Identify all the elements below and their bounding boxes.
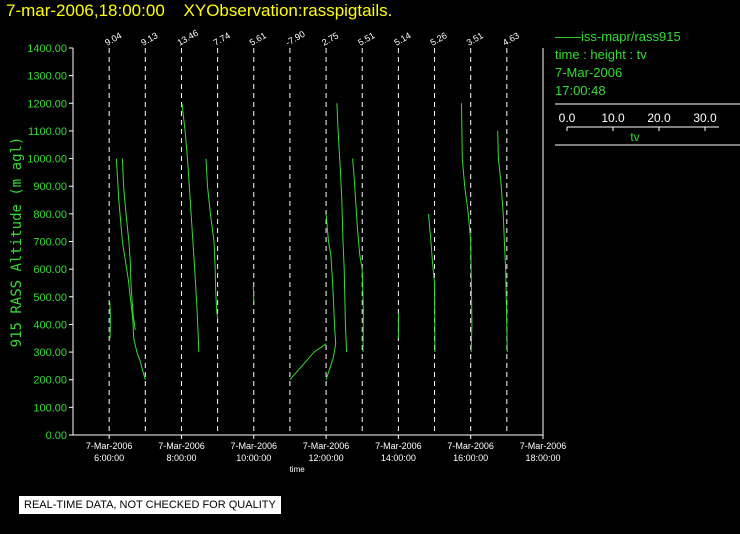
profile-trace xyxy=(181,103,200,353)
legend-line-swatch: —— xyxy=(555,29,581,44)
y-tick-label: 1000.00 xyxy=(27,154,67,166)
x-tick-time: 18:00:00 xyxy=(525,453,560,463)
x-tick-time: 8:00:00 xyxy=(166,453,196,463)
profile-trace xyxy=(205,158,219,319)
title-observation: XYObservation:rasspigtails. xyxy=(183,1,393,20)
profile-trace xyxy=(121,158,136,331)
profile-label: 7.74 xyxy=(212,30,232,47)
profile-trace xyxy=(352,158,364,353)
profile-label: 9.04 xyxy=(103,30,123,47)
profile-trace xyxy=(497,130,508,353)
profile-label: -7.90 xyxy=(284,29,307,48)
x-axis-label: time xyxy=(290,465,306,474)
x-tick-time: 12:00:00 xyxy=(309,453,344,463)
profile-label: 3.51 xyxy=(465,30,485,47)
y-tick-label: 600.00 xyxy=(33,264,67,276)
profile-label: 9.13 xyxy=(139,30,159,47)
y-tick-label: 100.00 xyxy=(33,402,67,414)
y-tick-label: 200.00 xyxy=(33,375,67,387)
y-axis-label: 915 RASS Altitude (m agl) xyxy=(9,137,25,348)
legend-scale-label: tv xyxy=(630,130,639,144)
x-tick-date: 7-Mar-2006 xyxy=(303,441,350,451)
profile-trace xyxy=(325,213,337,380)
y-tick-label: 300.00 xyxy=(33,347,67,359)
legend-scale-tick: 0.0 xyxy=(559,111,576,125)
legend-series: ——iss-mapr/rass915 xyxy=(555,28,740,46)
legend-series-label: iss-mapr/rass915 xyxy=(581,29,681,44)
profile-label: 5.26 xyxy=(429,30,449,47)
x-tick-date: 7-Mar-2006 xyxy=(86,441,133,451)
x-tick-date: 7-Mar-2006 xyxy=(158,441,205,451)
profile-label: 5.14 xyxy=(392,30,412,47)
y-tick-label: 900.00 xyxy=(33,181,67,193)
profile-label: 4.63 xyxy=(501,30,521,47)
y-tick-label: 800.00 xyxy=(33,209,67,221)
x-tick-time: 14:00:00 xyxy=(381,453,416,463)
profile-trace xyxy=(109,302,111,339)
profile-trace xyxy=(115,158,146,380)
profile-label: 2.75 xyxy=(320,30,340,47)
legend-scale-tick: 20.0 xyxy=(647,111,671,125)
legend: ——iss-mapr/rass915 time : height : tv 7-… xyxy=(555,28,740,154)
x-tick-date: 7-Mar-2006 xyxy=(375,441,422,451)
x-tick-time: 6:00:00 xyxy=(94,453,124,463)
profile-trace xyxy=(289,343,327,381)
profile-label: 5.61 xyxy=(248,30,268,47)
profile-trace xyxy=(252,285,255,303)
x-tick-time: 10:00:00 xyxy=(236,453,271,463)
title-datetime: 7-mar-2006,18:00:00 xyxy=(6,1,165,20)
legend-date: 7-Mar-2006 xyxy=(555,65,623,80)
y-tick-label: 1300.00 xyxy=(27,71,67,83)
quality-notice: REAL-TIME DATA, NOT CHECKED FOR QUALITY xyxy=(19,496,281,514)
legend-scale-tick: 30.0 xyxy=(693,111,717,125)
chart-title: 7-mar-2006,18:00:00 XYObservation:rasspi… xyxy=(6,1,392,21)
profile-trace xyxy=(428,213,436,353)
profile-label: 13.46 xyxy=(175,28,200,48)
y-tick-label: 700.00 xyxy=(33,237,67,249)
legend-scale-tick: 10.0 xyxy=(601,111,625,125)
y-tick-label: 1200.00 xyxy=(27,98,67,110)
y-tick-label: 1400.00 xyxy=(27,43,67,55)
profile-label: 5.51 xyxy=(356,30,376,47)
profile-trace xyxy=(461,103,473,353)
profile-trace xyxy=(336,103,348,353)
x-tick-date: 7-Mar-2006 xyxy=(520,441,567,451)
x-tick-date: 7-Mar-2006 xyxy=(231,441,278,451)
y-tick-label: 0.00 xyxy=(46,430,67,442)
x-tick-time: 16:00:00 xyxy=(453,453,488,463)
legend-time: 17:00:48 xyxy=(555,83,606,98)
y-tick-label: 500.00 xyxy=(33,292,67,304)
y-tick-label: 400.00 xyxy=(33,319,67,331)
legend-scale: 0.0 10.0 20.0 30.0 tv xyxy=(555,103,740,146)
y-tick-label: 1100.00 xyxy=(28,126,67,138)
legend-fields: time : height : tv xyxy=(555,47,647,62)
x-tick-date: 7-Mar-2006 xyxy=(447,441,494,451)
